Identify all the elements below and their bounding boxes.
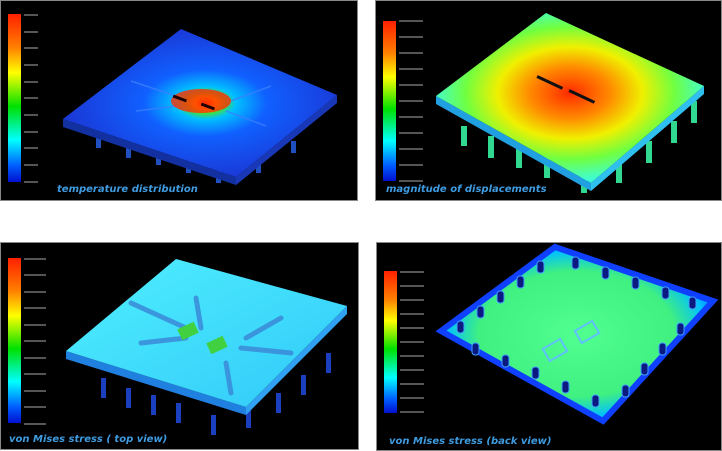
displacement-plot (383, 13, 704, 193)
plate-side (436, 96, 591, 191)
panel-caption: magnitude of displacements (386, 184, 547, 195)
stress-back-panel: von Mises stress (back view) (376, 242, 722, 451)
chip (206, 335, 228, 355)
colorbar (8, 258, 21, 423)
stress-back-plot (384, 243, 719, 425)
colorbar-ticks (399, 20, 423, 182)
chip (177, 321, 199, 341)
temperature-panel: temperature distribution (0, 0, 358, 201)
stress-top-plot (8, 258, 347, 435)
colorbar-ticks (24, 14, 38, 183)
pins (101, 353, 331, 435)
plate-surface (436, 13, 704, 183)
colorbar-ticks (24, 258, 46, 425)
stress-top-panel: von Mises stress ( top view) (0, 242, 359, 450)
temperature-plot (8, 14, 337, 185)
plate-side (66, 351, 246, 415)
displacement-panel: magnitude of displacements (375, 0, 722, 201)
panel-caption: von Mises stress (back view) (389, 436, 552, 447)
panel-caption: temperature distribution (57, 184, 198, 195)
colorbar-ticks (400, 271, 424, 413)
colorbar (383, 21, 396, 181)
pins (456, 256, 697, 408)
panel-caption: von Mises stress ( top view) (9, 434, 168, 445)
colorbar (8, 14, 21, 182)
plate-side (63, 119, 236, 185)
plate-surface (66, 259, 347, 407)
colorbar (384, 271, 397, 413)
